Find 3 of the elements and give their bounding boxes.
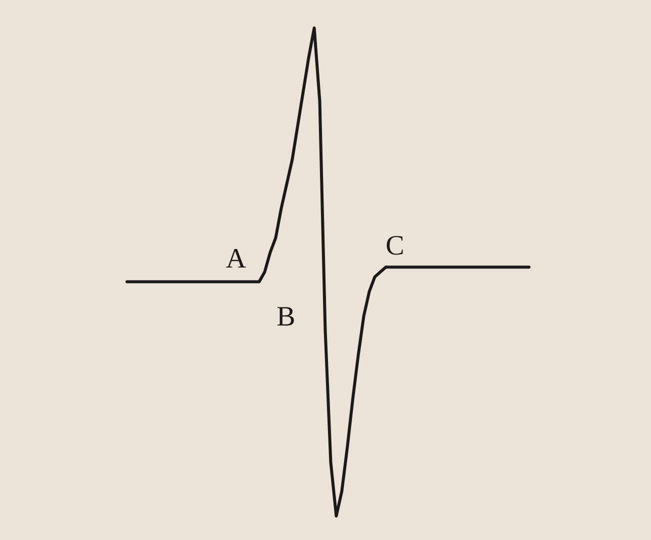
annotation: A bbox=[226, 243, 247, 274]
annotation: C bbox=[386, 230, 404, 262]
annotation: B bbox=[276, 301, 296, 332]
